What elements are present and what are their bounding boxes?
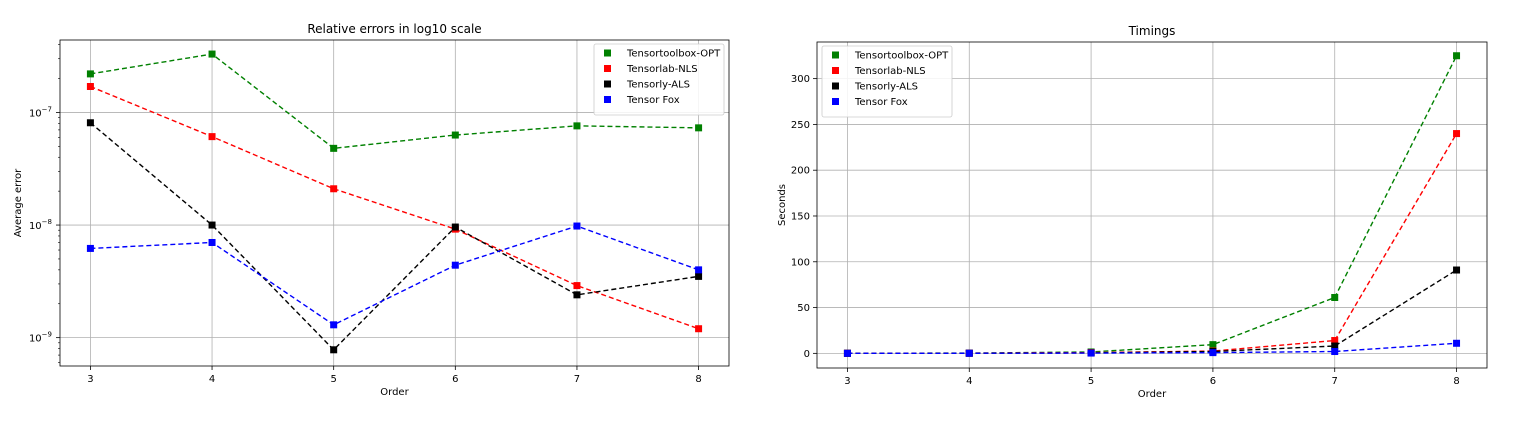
- y-tick-label: 150: [791, 211, 810, 222]
- legend-box: [821, 45, 953, 118]
- legend: Tensortoolbox-OPT Tensorlab-NLS Tensorly-A…: [821, 45, 953, 118]
- plot-frame: [816, 41, 1488, 369]
- data-point: [695, 272, 703, 280]
- y-tick-label: 0: [804, 349, 810, 360]
- x-tick-label: 5: [330, 374, 336, 385]
- legend-entry: Tensor Fox: [626, 95, 680, 106]
- data-point: [330, 185, 338, 193]
- legend-marker: [832, 51, 839, 59]
- legend-entry: Tensortoolbox-OPT: [854, 51, 949, 62]
- series-line-3: [847, 269, 1457, 355]
- x-tick-label: 7: [574, 374, 580, 385]
- data-point: [1331, 293, 1339, 301]
- legend-marker: [604, 65, 611, 72]
- legend-marker: [832, 98, 839, 105]
- data-point: [1453, 266, 1461, 274]
- y-tick-label: 200: [791, 166, 810, 177]
- legend-entry: Tensorly-ALS: [626, 80, 690, 91]
- y-tick-label: 250: [791, 120, 810, 131]
- y-axis-label: Average error: [13, 168, 24, 237]
- data-point: [330, 144, 338, 152]
- data-point: [1453, 52, 1461, 60]
- data-point: [1087, 349, 1095, 357]
- y-tick-label: 300: [791, 74, 810, 85]
- series-line-1: [847, 55, 1458, 354]
- series-line-1: [90, 53, 699, 150]
- series-line-4: [847, 342, 1457, 355]
- series-line-2: [90, 85, 699, 330]
- legend-entry: Tensorlab-NLS: [854, 66, 926, 77]
- data-point: [1331, 342, 1339, 350]
- y-axis-label: Seconds: [777, 184, 788, 226]
- data-point: [965, 349, 973, 357]
- chart-title: Relative errors in log10 scale: [307, 22, 481, 36]
- data-point: [1209, 349, 1217, 357]
- data-point: [330, 346, 338, 354]
- legend-entry: Tensor Fox: [854, 97, 908, 108]
- legend-entry: Tensortoolbox-OPT: [626, 49, 721, 60]
- x-tick-label: 7: [1332, 376, 1338, 387]
- data-point: [1453, 339, 1461, 347]
- data-point: [695, 266, 703, 274]
- series-line-2: [847, 133, 1458, 354]
- data-point: [1331, 337, 1339, 345]
- data-point: [86, 119, 94, 127]
- data-point: [1453, 130, 1461, 138]
- data-point: [843, 349, 851, 357]
- data-point: [451, 223, 459, 231]
- legend: Tensortoolbox-OPT Tensorlab-NLS Tensorly-A…: [593, 43, 725, 116]
- data-point: [208, 238, 216, 246]
- legend-marker: [832, 82, 839, 90]
- legend-box: [593, 43, 725, 116]
- chart-title: Timings: [1128, 24, 1176, 38]
- y-tick-label: 10−7: [29, 105, 52, 119]
- series-line-4: [90, 225, 699, 326]
- x-tick-label: 6: [452, 374, 458, 385]
- x-tick-label: 3: [844, 376, 850, 387]
- legend-marker: [604, 49, 611, 57]
- x-tick-label: 8: [695, 374, 701, 385]
- x-tick-label: 4: [209, 374, 215, 385]
- data-point: [330, 321, 338, 329]
- legend-entry: Tensorly-ALS: [854, 82, 918, 93]
- series-line-3: [89, 122, 699, 351]
- data-point: [695, 325, 703, 333]
- chart-2: 3 4 5 6 7 8 0 50 100 150 200 250 300 Timings Order Seco…: [777, 24, 1488, 400]
- legend-entry: Tensorlab-NLS: [626, 64, 698, 75]
- y-tick-label: 10−8: [29, 218, 52, 232]
- data-point: [208, 50, 216, 58]
- x-tick-label: 8: [1453, 376, 1459, 387]
- data-point: [573, 122, 581, 130]
- x-tick-label: 6: [1210, 376, 1216, 387]
- y-tick-label: 50: [797, 303, 810, 314]
- x-axis-label: Order: [380, 387, 409, 398]
- data-point: [695, 124, 703, 132]
- legend-marker: [604, 96, 611, 103]
- legend-marker: [604, 80, 611, 88]
- chart-1: 3 4 5 6 7 8 10−9 10−8 10−7 Relative errors in log…: [13, 22, 730, 398]
- data-point: [86, 70, 94, 78]
- x-tick-label: 5: [1088, 376, 1094, 387]
- data-point: [573, 282, 581, 290]
- data-point: [208, 133, 216, 141]
- x-tick-label: 4: [966, 376, 972, 387]
- plot-frame: [59, 39, 730, 367]
- legend-marker: [832, 67, 839, 74]
- data-point: [1331, 348, 1339, 356]
- data-point: [86, 244, 94, 252]
- data-point: [573, 222, 581, 230]
- data-point: [573, 291, 581, 299]
- y-tick-label: 100: [791, 257, 810, 268]
- data-point: [86, 83, 94, 91]
- x-tick-label: 3: [87, 374, 93, 385]
- data-point: [451, 261, 459, 269]
- y-tick-label: 10−9: [29, 331, 52, 345]
- data-point: [208, 221, 216, 229]
- data-point: [1209, 341, 1217, 349]
- data-point: [451, 131, 459, 139]
- x-axis-label: Order: [1138, 389, 1167, 400]
